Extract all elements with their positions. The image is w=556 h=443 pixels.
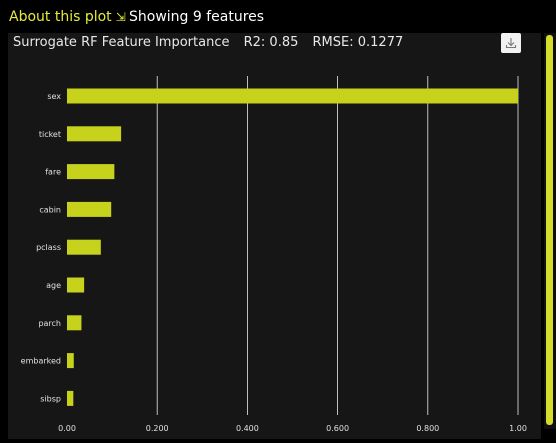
download-button[interactable] [501,33,521,53]
rmse-metric: RMSE: 0.1277 [312,35,404,50]
scrollbar[interactable] [544,33,556,429]
category-label-sex: sex [47,92,61,101]
bar-ticket [67,126,122,142]
x-tick-label-0: 0.00 [58,424,76,433]
bar-fare [67,164,115,180]
x-tick-label-3: 0.600 [326,424,349,433]
feature-importance-chart: sex ticket fare cabin pclass age parch embarked… [21,76,527,433]
about-plot-link[interactable]: About this plot ⇲ [9,9,126,25]
bar-parch [67,315,82,331]
bar-embarked [67,353,74,369]
feature-count-label: Showing 9 features [129,9,265,25]
category-label-sibsp: sibsp [40,394,61,403]
category-label-pclass: pclass [36,243,61,252]
expand-arrow-icon: ⇲ [115,10,126,24]
category-label-embarked: embarked [21,357,61,366]
x-tick-label-5: 1.00 [509,424,527,433]
bar-cabin [67,201,112,217]
category-label-parch: parch [38,319,61,328]
x-tick-label-1: 0.200 [146,424,169,433]
bar-age [67,277,85,293]
download-icon [505,38,517,49]
category-label-cabin: cabin [39,205,61,214]
bar-sibsp [67,390,74,406]
bar-pclass [67,239,101,255]
plot-panel: Surrogate RF Feature Importance R2: 0.85… [8,33,541,439]
category-label-fare: fare [45,168,61,177]
plot-title-text: Surrogate RF Feature Importance [13,35,230,50]
category-label-age: age [46,281,61,290]
header: About this plot ⇲ Showing 9 features [0,0,556,34]
plot-title: Surrogate RF Feature Importance R2: 0.85… [13,35,413,50]
x-tick-label-2: 0.400 [236,424,259,433]
about-plot-label: About this plot [9,9,112,25]
r2-metric: R2: 0.85 [243,35,299,50]
category-label-ticket: ticket [39,130,61,139]
bar-sex [67,88,518,104]
x-tick-label-4: 0.800 [416,424,439,433]
scroll-thumb[interactable] [546,35,553,425]
